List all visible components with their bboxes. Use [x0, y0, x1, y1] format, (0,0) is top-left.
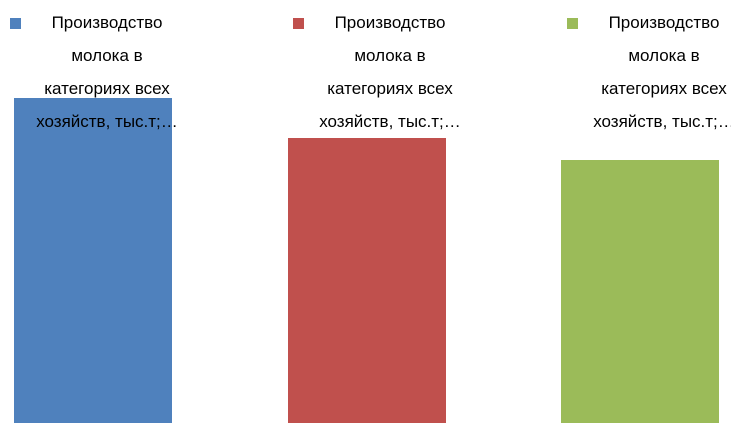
- bar: [288, 138, 446, 423]
- bar: [14, 98, 172, 423]
- legend-label: Производство молока в категориях всех хо…: [319, 13, 461, 131]
- legend-marker: [567, 18, 578, 29]
- bar: [561, 160, 719, 423]
- legend-marker: [10, 18, 21, 29]
- legend-marker: [293, 18, 304, 29]
- legend-label: Производство молока в категориях всех хо…: [593, 13, 731, 131]
- legend-label: Производство молока в категориях всех хо…: [36, 13, 178, 131]
